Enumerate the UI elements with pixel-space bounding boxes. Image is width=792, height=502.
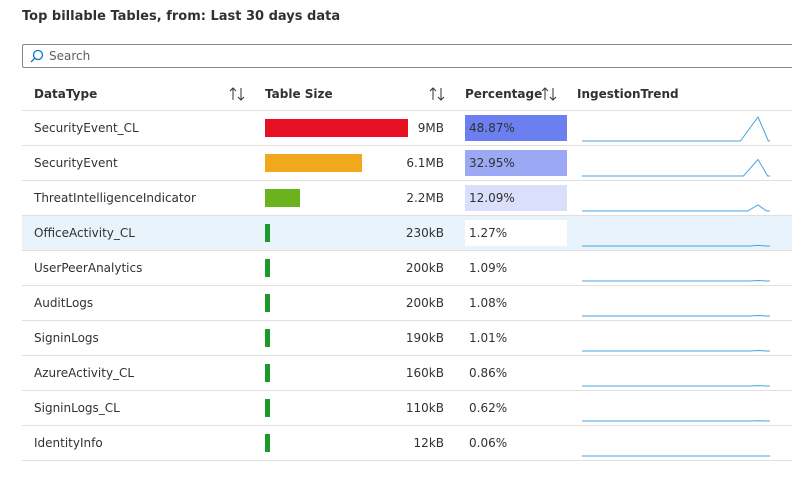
percentage-cell: 1.01% (465, 325, 567, 351)
size-cell: 2.2MB (406, 191, 444, 205)
trend-line (582, 158, 770, 177)
table-row[interactable]: SigninLogs 190kB 1.01% (22, 321, 792, 356)
datatype-cell: SecurityEvent (34, 156, 118, 170)
ingestion-trend (582, 349, 770, 352)
ingestion-trend (582, 420, 770, 422)
sort-icon[interactable] (540, 86, 560, 102)
size-cell: 200kB (405, 296, 444, 310)
size-bar (265, 434, 270, 452)
column-header[interactable]: Table Size (265, 87, 333, 101)
size-cell: 190kB (405, 331, 444, 345)
ingestion-trend (582, 158, 770, 177)
size-cell: 160kB (405, 366, 444, 380)
column-header[interactable]: Percentage (465, 87, 543, 101)
trend-line (582, 116, 770, 142)
size-cell: 6.1MB (406, 156, 444, 170)
panel-title: Top billable Tables, from: Last 30 days … (22, 9, 341, 24)
table-row[interactable]: SigninLogs_CL 110kB 0.62% (22, 391, 792, 426)
percentage-cell: 48.87% (465, 115, 567, 141)
datatype-cell: AuditLogs (34, 296, 94, 310)
percentage-cell: 0.62% (465, 395, 567, 421)
datatype-cell: ThreatIntelligenceIndicator (34, 191, 196, 205)
ingestion-trend (582, 244, 770, 247)
size-bar (265, 294, 270, 312)
size-bar (265, 224, 270, 242)
search-box[interactable]: Search (22, 44, 792, 68)
size-bar (265, 154, 362, 172)
size-cell: 9MB (417, 121, 444, 135)
table-row[interactable]: ThreatIntelligenceIndicator 2.2MB 12.09% (22, 181, 792, 216)
percentage-cell: 12.09% (465, 185, 567, 211)
table-row[interactable]: UserPeerAnalytics 200kB 1.09% (22, 251, 792, 286)
ingestion-trend (582, 385, 770, 387)
percentage-cell: 1.09% (465, 255, 567, 281)
column-header[interactable]: DataType (34, 87, 98, 101)
size-bar (265, 399, 270, 417)
trend-line (582, 279, 770, 282)
datatype-cell: AzureActivity_CL (34, 366, 135, 380)
column-header[interactable]: IngestionTrend (577, 87, 679, 101)
trend-line (582, 244, 770, 247)
table-row[interactable]: AuditLogs 200kB 1.08% (22, 286, 792, 321)
sort-icon[interactable] (228, 86, 248, 102)
ingestion-trend (582, 455, 770, 457)
table-row[interactable]: OfficeActivity_CL 230kB 1.27% (22, 216, 792, 251)
table-row[interactable]: AzureActivity_CL 160kB 0.86% (22, 356, 792, 391)
trend-line (582, 349, 770, 352)
size-bar (265, 364, 270, 382)
table-row[interactable]: SecurityEvent_CL 9MB 48.87% (22, 111, 792, 146)
search-placeholder: Search (49, 49, 91, 63)
ingestion-trend (582, 314, 770, 317)
trend-line (582, 204, 770, 212)
size-cell: 200kB (405, 261, 444, 275)
ingestion-trend (582, 204, 770, 212)
sort-icon[interactable] (428, 86, 448, 102)
percentage-cell: 0.86% (465, 360, 567, 386)
table-row[interactable]: IdentityInfo 12kB 0.06% (22, 426, 792, 461)
ingestion-trend (582, 279, 770, 282)
table-row[interactable]: SecurityEvent 6.1MB 32.95% (22, 146, 792, 181)
trend-line (582, 314, 770, 317)
percentage-cell: 1.08% (465, 290, 567, 316)
ingestion-trend (582, 116, 770, 142)
size-cell: 12kB (413, 436, 444, 450)
datatype-cell: UserPeerAnalytics (34, 261, 143, 275)
datatype-cell: IdentityInfo (34, 436, 103, 450)
size-cell: 110kB (405, 401, 444, 415)
size-bar (265, 329, 270, 347)
size-bar (265, 119, 409, 137)
size-bar (265, 259, 270, 277)
datatype-cell: SigninLogs (34, 331, 99, 345)
size-bar (265, 189, 301, 207)
datatype-cell: SecurityEvent_CL (34, 121, 139, 135)
percentage-cell: 32.95% (465, 150, 567, 176)
percentage-cell: 0.06% (465, 430, 567, 456)
header-divider (22, 110, 792, 111)
size-cell: 230kB (405, 226, 444, 240)
percentage-cell: 1.27% (465, 220, 567, 246)
search-icon (30, 49, 44, 63)
datatype-cell: SigninLogs_CL (34, 401, 120, 415)
datatype-cell: OfficeActivity_CL (34, 226, 135, 240)
